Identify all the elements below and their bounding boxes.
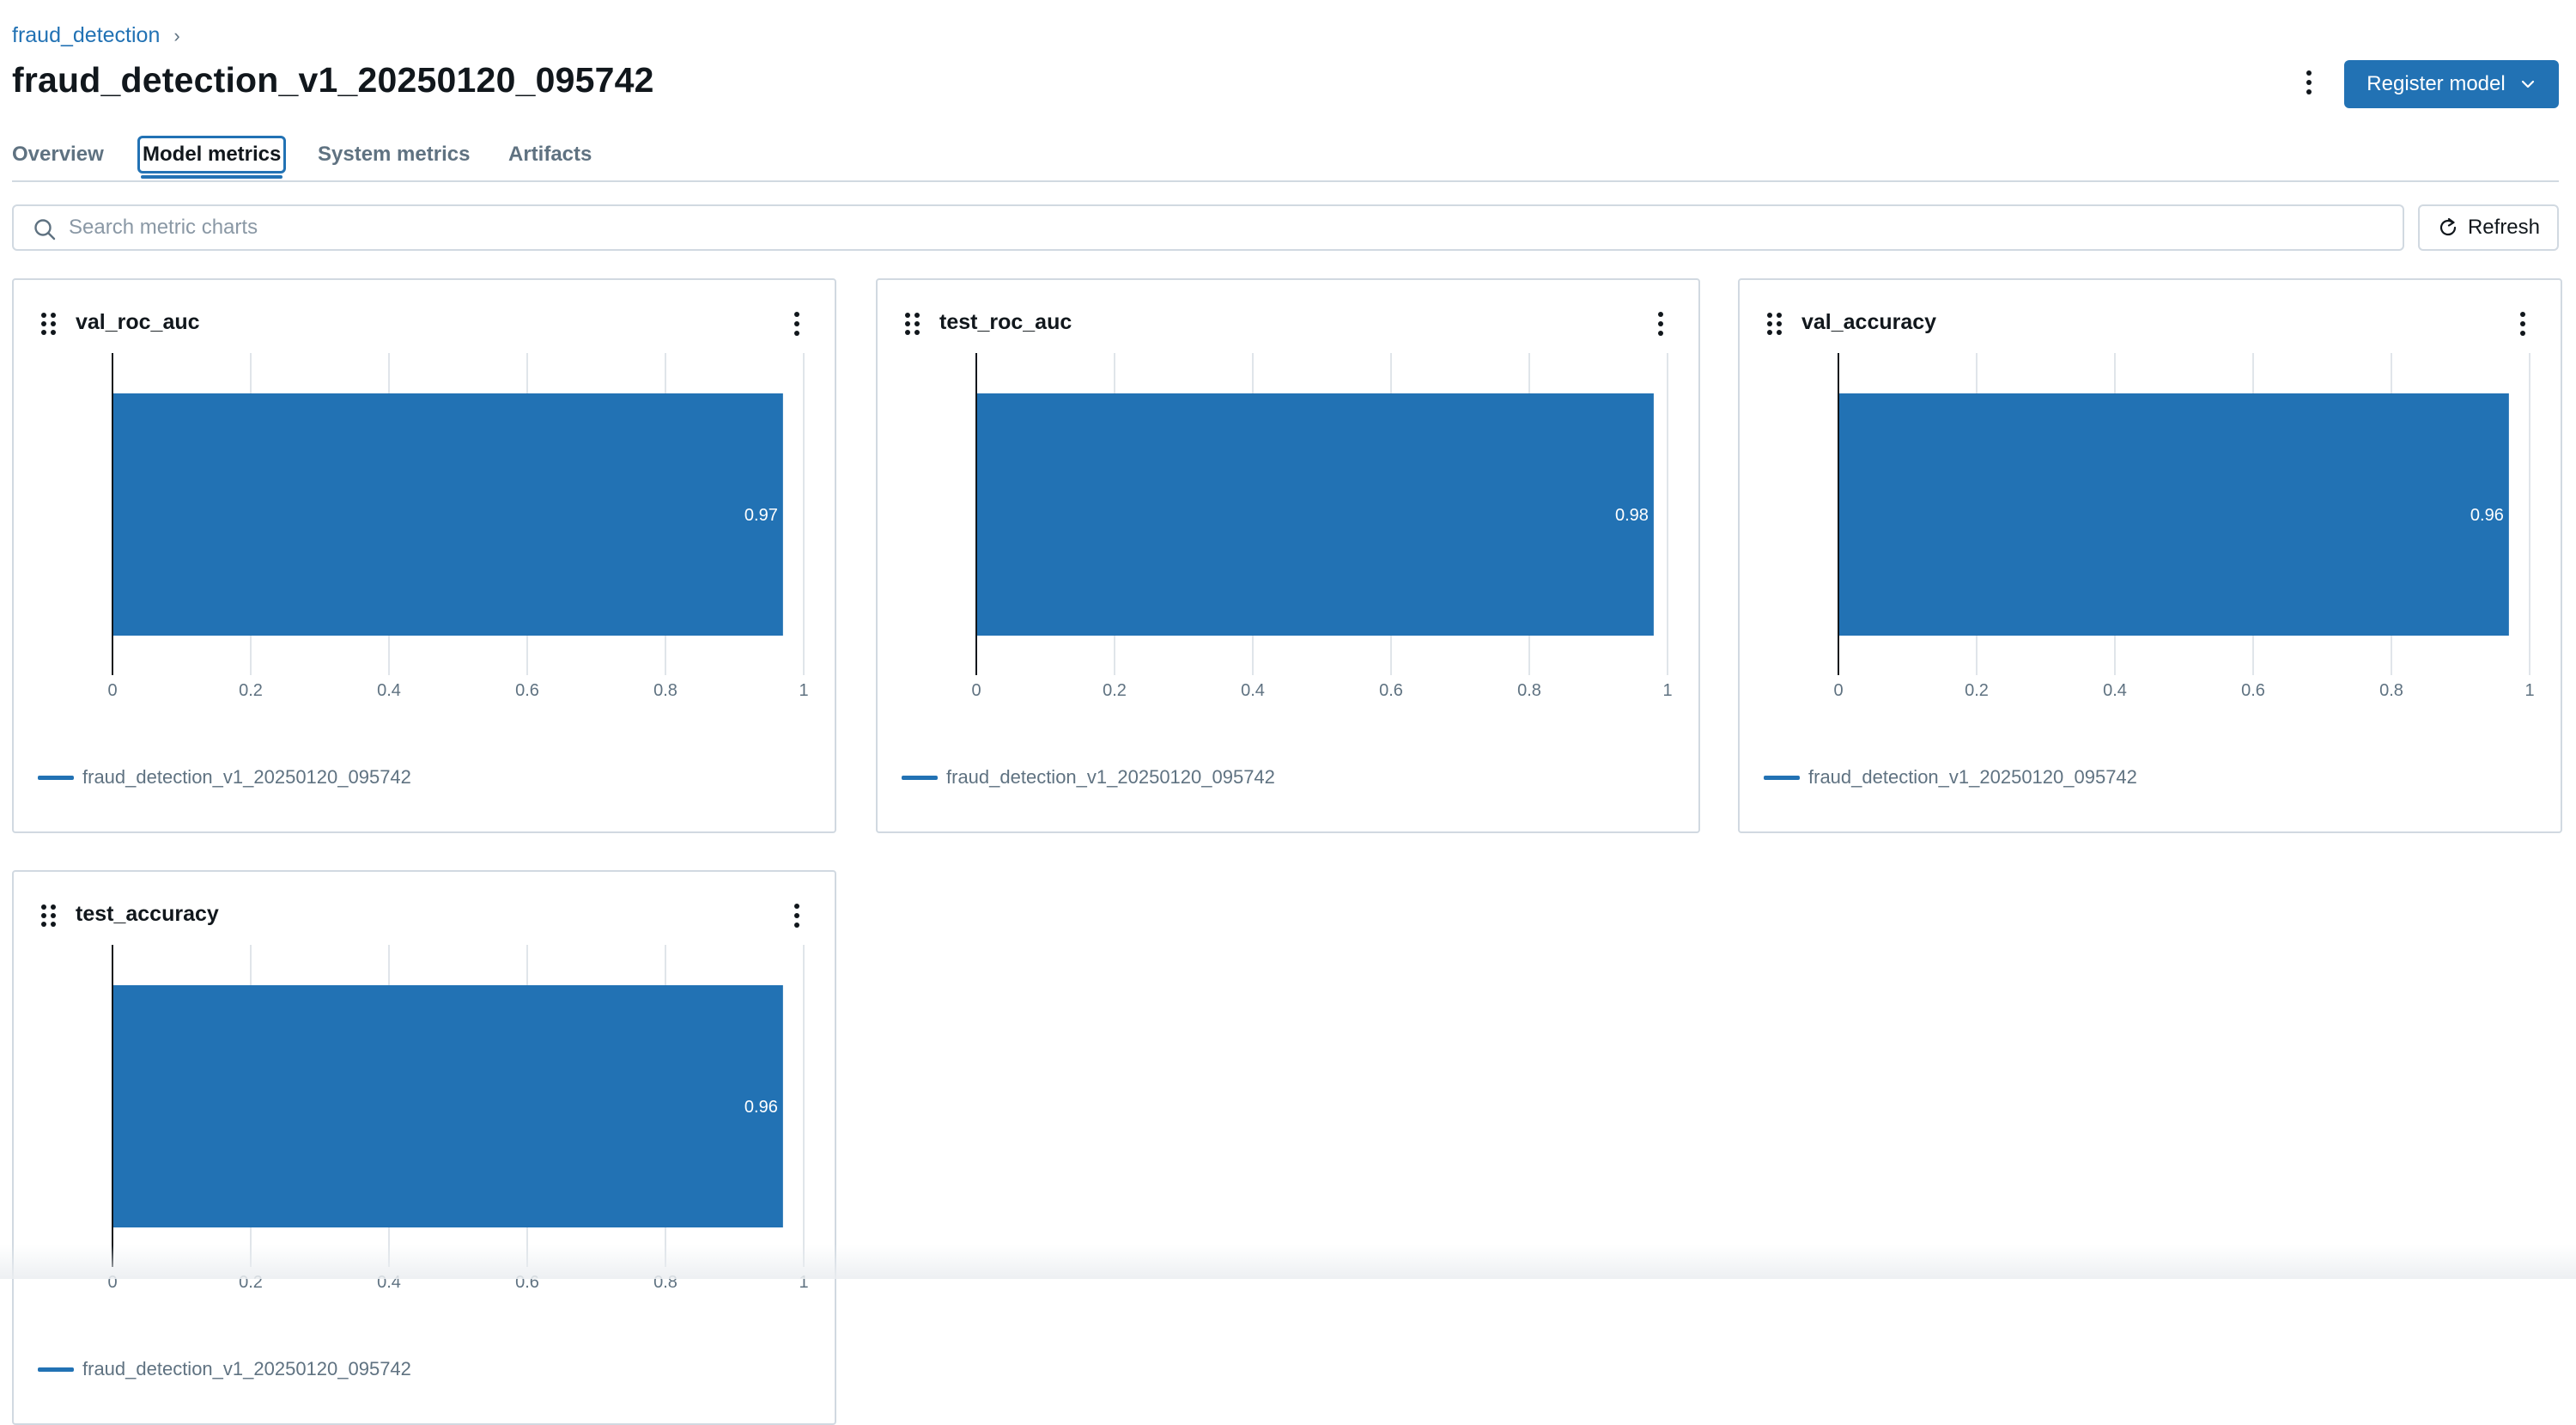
chart-legend: fraud_detection_v1_20250120_095742 [902,766,1275,789]
register-model-label: Register model [2366,72,2506,95]
chart-title: val_roc_auc [76,310,200,334]
x-tick-label: 0 [971,681,981,700]
legend-label: fraud_detection_v1_20250120_095742 [82,766,411,788]
search-icon [34,219,56,241]
x-tick-label: 0.6 [515,681,539,700]
tab-system-metrics[interactable]: System metrics [318,143,471,166]
breadcrumb-chevron-icon: › [173,24,180,46]
x-tick-label: 1 [799,1273,808,1292]
bar-data-label: 0.96 [744,1098,778,1117]
x-tick-label: 0.6 [1379,681,1403,700]
chart-title: val_accuracy [1801,310,1937,334]
bar-chart-val-roc-auc: 0 0.2 0.4 0.6 0.8 1 0.97 [107,353,809,700]
x-tick-label: 0.4 [377,681,401,700]
x-tick-label: 1 [2524,681,2534,700]
legend-label: fraud_detection_v1_20250120_095742 [946,766,1275,788]
metric-card-val-accuracy: val_accuracy 0 0.2 0.4 0.6 0.8 1 0.96 fraud_de… [1738,278,2562,833]
legend-swatch [38,1367,74,1372]
x-tick-label: 0.4 [1241,681,1265,700]
legend-label: fraud_detection_v1_20250120_095742 [82,1358,411,1379]
bar [976,393,1654,636]
legend-label: fraud_detection_v1_20250120_095742 [1808,766,2137,788]
search-box [12,204,2404,251]
x-tick-label: 0.2 [1103,681,1127,700]
tab-overview[interactable]: Overview [12,143,104,166]
x-tick-label: 0.4 [377,1273,401,1292]
refresh-button[interactable]: Refresh [2418,204,2559,251]
x-tick-label: 0 [1833,681,1843,700]
refresh-label: Refresh [2467,216,2541,239]
drag-handle-icon[interactable] [1767,313,1784,335]
bar [112,393,783,636]
chart-legend: fraud_detection_v1_20250120_095742 [38,766,411,789]
drag-handle-icon[interactable] [41,313,58,335]
drag-handle-icon[interactable] [905,313,922,335]
x-tick-label: 0.8 [653,1273,677,1292]
chart-title: test_accuracy [76,902,219,926]
x-tick-label: 0.4 [2103,681,2127,700]
chart-legend: fraud_detection_v1_20250120_095742 [1764,766,2137,789]
bar-data-label: 0.96 [2470,506,2504,525]
bar-data-label: 0.97 [744,506,778,525]
metric-card-test-accuracy: test_accuracy 0 0.2 0.4 0.6 0.8 1 0.96 fraud_d… [12,870,836,1425]
breadcrumb: fraud_detection › [12,23,180,48]
x-tick-label: 1 [1662,681,1672,700]
breadcrumb-link-fraud-detection[interactable]: fraud_detection [12,23,161,47]
x-tick-label: 0.6 [515,1273,539,1292]
legend-swatch [38,775,74,780]
bar-chart-test-roc-auc: 0 0.2 0.4 0.6 0.8 1 0.98 [971,353,1673,700]
chevron-down-icon [2521,80,2534,88]
x-tick-label: 0 [107,681,117,700]
legend-swatch [1764,775,1800,780]
x-tick-label: 0.6 [2241,681,2265,700]
tab-bar: Overview Model metrics System metrics Ar… [12,136,2559,182]
bar [1838,393,2509,636]
x-tick-label: 0.2 [239,1273,263,1292]
chart-title: test_roc_auc [939,310,1072,334]
chart-menu-kebab-icon[interactable] [1650,309,1671,338]
metric-card-val-roc-auc: val_roc_auc 0 0.2 0.4 0.6 0.8 1 0.97 fraud_det… [12,278,836,833]
x-tick-label: 0 [107,1273,117,1292]
more-options-kebab-icon[interactable] [2296,67,2322,98]
chart-menu-kebab-icon[interactable] [787,901,807,930]
chart-legend: fraud_detection_v1_20250120_095742 [38,1358,411,1380]
page-title: fraud_detection_v1_20250120_095742 [12,60,654,100]
chart-menu-kebab-icon[interactable] [787,309,807,338]
x-tick-label: 0.8 [2379,681,2403,700]
bar-data-label: 0.98 [1615,506,1649,525]
bar-chart-val-accuracy: 0 0.2 0.4 0.6 0.8 1 0.96 [1833,353,2535,700]
search-input[interactable] [67,215,2303,241]
tab-model-metrics-label: Model metrics [143,143,282,166]
chart-menu-kebab-icon[interactable] [2512,309,2533,338]
x-tick-label: 0.2 [239,681,263,700]
refresh-icon [2439,217,2457,236]
x-tick-label: 1 [799,681,808,700]
tab-model-metrics[interactable]: Model metrics [137,136,287,179]
metric-card-test-roc-auc: test_roc_auc 0 0.2 0.4 0.6 0.8 1 0.98 fraud_de… [876,278,1700,833]
x-tick-label: 0.8 [653,681,677,700]
drag-handle-icon[interactable] [41,904,58,927]
x-tick-label: 0.8 [1517,681,1541,700]
legend-swatch [902,775,938,780]
bar [112,985,783,1227]
bar-chart-test-accuracy: 0 0.2 0.4 0.6 0.8 1 0.96 [107,945,809,1292]
tab-artifacts[interactable]: Artifacts [508,143,592,166]
x-tick-label: 0.2 [1965,681,1989,700]
register-model-button[interactable]: Register model [2344,60,2559,108]
